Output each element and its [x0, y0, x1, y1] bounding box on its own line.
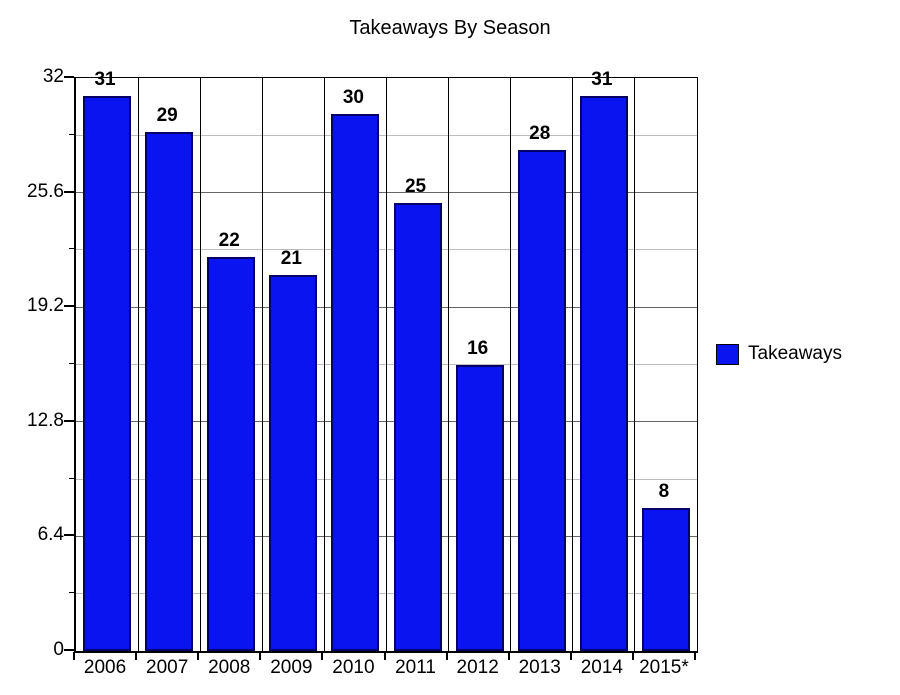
x-axis-tick — [569, 652, 572, 660]
y-tick-label: 6.4 — [37, 524, 64, 546]
category-gridline — [572, 78, 574, 651]
bar-value-label: 25 — [404, 176, 427, 198]
x-tick-label: 2008 — [208, 657, 251, 678]
category-gridline — [199, 78, 201, 651]
y-axis-minor-tick — [69, 592, 74, 594]
bar-2008 — [207, 257, 256, 651]
category-gridline — [634, 78, 636, 651]
y-tick-label: 25.6 — [27, 180, 64, 202]
y-tick-label: 19.2 — [27, 295, 64, 317]
bar-2009 — [269, 274, 318, 651]
x-axis-tick — [694, 652, 696, 660]
x-tick-label: 2007 — [146, 657, 189, 678]
x-axis-tick — [197, 652, 200, 660]
y-axis-major-tick — [64, 419, 74, 422]
bar-value-label: 31 — [591, 68, 613, 90]
legend-swatch — [716, 343, 739, 365]
bar-value-label: 8 — [658, 480, 670, 502]
category-gridline — [386, 78, 387, 651]
x-axis-tick — [259, 652, 262, 660]
bar-2007 — [145, 131, 194, 651]
y-axis-minor-tick — [69, 133, 74, 135]
y-axis-major-tick — [64, 305, 74, 308]
bar-value-label: 21 — [280, 247, 302, 269]
y-axis-minor-tick — [69, 477, 74, 479]
y-axis-minor-tick — [69, 248, 74, 250]
bar-value-label: 22 — [218, 230, 240, 252]
bar-value-label: 30 — [342, 86, 364, 108]
bar-value-label: 28 — [529, 122, 551, 144]
bar-2011 — [393, 203, 442, 651]
category-gridline — [137, 78, 139, 651]
x-axis-tick — [445, 652, 448, 660]
legend: Takeaways — [716, 343, 842, 365]
x-tick-label: 2012 — [456, 657, 499, 678]
y-axis-major-tick — [64, 76, 74, 78]
x-tick-label: 2013 — [518, 657, 561, 678]
x-axis-tick — [135, 652, 138, 660]
category-gridline — [448, 78, 450, 651]
chart-title: Takeaways By Season — [349, 17, 551, 39]
x-tick-label: 2006 — [83, 657, 127, 678]
bar-2012 — [455, 364, 504, 651]
y-tick-label: 12.8 — [27, 409, 64, 431]
bar-2014 — [579, 95, 628, 651]
y-axis-major-tick — [64, 534, 74, 537]
y-axis-major-tick — [64, 649, 74, 651]
y-tick-label: 0 — [53, 639, 64, 660]
bar-value-label: 16 — [467, 337, 489, 359]
category-gridline — [510, 78, 512, 651]
x-axis-tick — [631, 652, 634, 660]
legend-label: Takeaways — [748, 343, 842, 364]
x-tick-label: 2010 — [332, 657, 375, 678]
bar-2010 — [331, 113, 380, 651]
category-gridline — [323, 78, 325, 651]
y-axis-minor-tick — [69, 363, 74, 364]
y-axis-major-tick — [64, 190, 74, 193]
y-tick-label: 32 — [42, 66, 64, 87]
x-tick-label: 2011 — [395, 657, 436, 678]
x-axis-tick — [73, 652, 75, 660]
bar-2015* — [641, 507, 690, 651]
bar-2006 — [83, 95, 132, 651]
bar-value-label: 31 — [94, 68, 116, 90]
x-axis-tick — [507, 652, 510, 660]
x-axis-tick — [321, 652, 324, 660]
bar-value-label: 29 — [156, 104, 178, 126]
bar-2013 — [517, 149, 566, 651]
plot-area — [74, 77, 698, 653]
category-gridline — [261, 78, 263, 651]
x-axis-tick — [383, 652, 386, 660]
x-tick-label: 2009 — [270, 657, 313, 678]
x-tick-label: 2015* — [639, 657, 689, 678]
x-tick-label: 2014 — [580, 657, 623, 678]
